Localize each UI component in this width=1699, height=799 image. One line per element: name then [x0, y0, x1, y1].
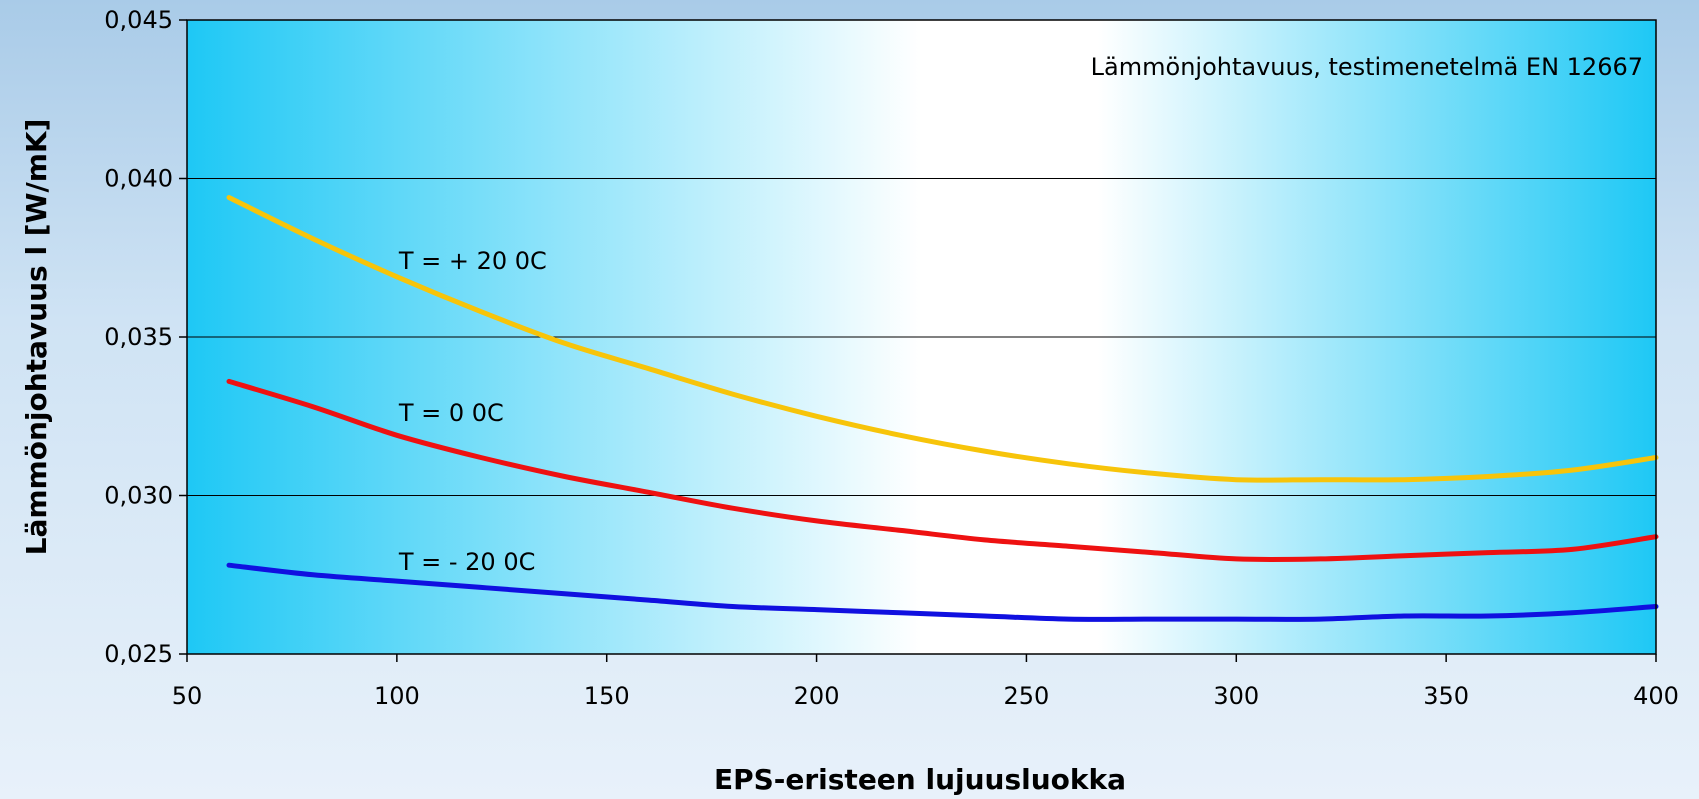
y-axis: 0,025 0,030 0,035 0,040 0,045 [104, 6, 187, 668]
x-tick-label: 350 [1423, 682, 1469, 710]
series-annotation-0: T = + 20 0C [398, 247, 547, 275]
series-line-2 [226, 562, 1659, 622]
y-tick-label: 0,025 [104, 640, 173, 668]
y-axis-title: Lämmönjohtavuus l [W/mK] [20, 119, 53, 556]
x-tick-label: 50 [172, 682, 203, 710]
series-line-0 [226, 195, 1659, 483]
x-tick-label: 150 [584, 682, 630, 710]
chart-title: Lämmönjohtavuus, testimenetelmä EN 12667 [1091, 53, 1643, 81]
x-tick-label: 400 [1633, 682, 1679, 710]
x-tick-label: 250 [1004, 682, 1050, 710]
series-annotation-1: T = 0 0C [398, 399, 504, 427]
x-axis-title: EPS-eristeen lujuusluokka [714, 763, 1126, 796]
y-tick-label: 0,040 [104, 165, 173, 193]
x-axis: 50 100 150 200 250 300 350 400 [172, 654, 1679, 710]
x-tick-label: 200 [794, 682, 840, 710]
x-tick-label: 300 [1213, 682, 1259, 710]
series-annotations: T = + 20 0C T = 0 0C T = - 20 0C [398, 247, 547, 576]
y-tick-label: 0,030 [104, 482, 173, 510]
series-line-1 [226, 378, 1659, 563]
grid-lines [187, 178, 1656, 496]
series-annotation-2: T = - 20 0C [398, 548, 536, 576]
y-tick-label: 0,035 [104, 323, 173, 351]
x-tick-label: 100 [374, 682, 420, 710]
y-tick-label: 0,045 [104, 6, 173, 34]
series-lines [226, 195, 1659, 622]
